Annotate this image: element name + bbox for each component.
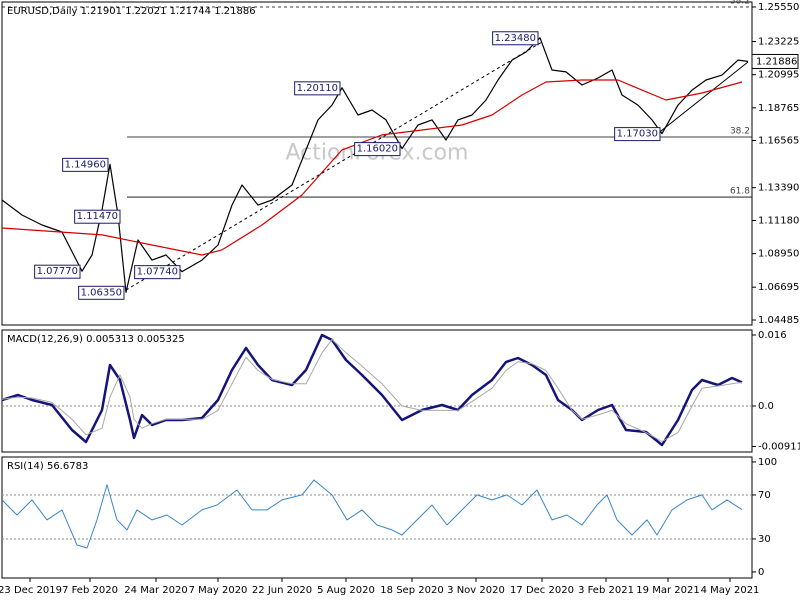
- series-line: [1, 79, 743, 256]
- annotation-box: [34, 264, 81, 279]
- y-tick-label: 1.04485: [758, 315, 799, 326]
- x-tick-label: 4 May 2021: [701, 585, 760, 596]
- y-tick-label: 1.16565: [758, 136, 799, 147]
- price-annotation: 1.11470: [74, 209, 121, 224]
- x-tick-label: 5 Aug 2020: [317, 585, 375, 596]
- x-tick-label: 18 Sep 2020: [380, 585, 443, 596]
- y-tick-label: 100: [758, 457, 777, 468]
- x-tick-label: 19 Mar 2021: [636, 585, 699, 596]
- annotation-label: 1.06350: [81, 287, 122, 298]
- annotation-box: [74, 209, 121, 224]
- annotation-box: [294, 81, 341, 96]
- panel-frame: [1, 1, 753, 326]
- y-tick-label: 0: [758, 567, 764, 578]
- price-annotation: 1.16020: [354, 142, 401, 157]
- last-price-box: [751, 53, 799, 69]
- y-tick-label: 1.25550: [758, 2, 799, 13]
- y-tick-label: 1.08950: [758, 249, 799, 260]
- y-tick-label: 1.18765: [758, 103, 799, 114]
- y-tick-label: -0.009116: [758, 441, 800, 452]
- level-label: 61.8: [730, 187, 750, 197]
- x-tick-label: 24 Mar 2020: [124, 585, 187, 596]
- panel-title: RSI(14) 56.6783: [7, 461, 88, 472]
- x-tick-label: 3 Feb 2021: [578, 585, 634, 596]
- annotation-label: 1.07740: [137, 267, 178, 278]
- x-tick-label: 7 May 2020: [189, 585, 248, 596]
- trend-line: [125, 41, 543, 291]
- price-annotation: 1.14960: [62, 157, 109, 172]
- annotation-box: [62, 157, 109, 172]
- series-line: [1, 479, 743, 549]
- x-tick-label: 3 Nov 2020: [447, 585, 505, 596]
- panel-title: MACD(12,26,9) 0.005313 0.005325: [7, 334, 185, 345]
- y-tick-label: 1.06695: [758, 282, 799, 293]
- level-label: 38.2: [730, 0, 750, 7]
- annotation-box: [134, 265, 181, 280]
- series-line: [1, 338, 743, 442]
- last-price-label: 1.21886: [756, 56, 797, 67]
- x-tick-label: 17 Dec 2020: [510, 585, 574, 596]
- annotation-box: [354, 142, 401, 157]
- trend-line: [655, 61, 749, 136]
- annotation-box: [614, 127, 661, 142]
- annotation-box: [492, 31, 539, 46]
- y-tick-label: 70: [758, 490, 771, 501]
- y-tick-label: 1.20995: [758, 70, 799, 81]
- y-tick-label: 0.0: [758, 401, 774, 412]
- annotation-label: 1.14960: [65, 159, 106, 170]
- annotation-box: [78, 285, 125, 300]
- annotation-label: 1.23480: [495, 33, 536, 44]
- price-annotation: 1.17030: [614, 127, 661, 142]
- annotation-label: 1.16020: [357, 144, 398, 155]
- annotation-label: 1.20110: [297, 83, 338, 94]
- price-annotation: 1.23480: [492, 31, 539, 46]
- x-tick-label: 22 Jun 2020: [252, 585, 312, 596]
- panel-frame: [1, 329, 753, 453]
- panel-title: EURUSD,Daily 1.21901 1.22021 1.21744 1.2…: [7, 6, 256, 17]
- panel-frame: [1, 456, 753, 579]
- annotation-label: 1.17030: [617, 129, 658, 140]
- y-tick-label: 1.11180: [758, 216, 799, 227]
- level-label: 38.2: [730, 127, 750, 137]
- y-tick-label: 1.23225: [758, 37, 799, 48]
- annotation-label: 1.07770: [37, 266, 78, 277]
- annotation-label: 1.11470: [77, 211, 118, 222]
- price-annotation: 1.07770: [34, 264, 81, 279]
- x-tick-label: 7 Feb 2020: [62, 585, 118, 596]
- y-tick-label: 30: [758, 534, 771, 545]
- x-tick-label: 23 Dec 2019: [0, 585, 62, 596]
- price-annotation: 1.06350: [78, 285, 125, 300]
- price-annotation: 1.07740: [134, 265, 181, 280]
- price-annotation: 1.20110: [294, 81, 341, 96]
- y-tick-label: 0.016: [758, 330, 787, 341]
- y-tick-label: 1.13390: [758, 183, 799, 194]
- series-line: [1, 37, 749, 293]
